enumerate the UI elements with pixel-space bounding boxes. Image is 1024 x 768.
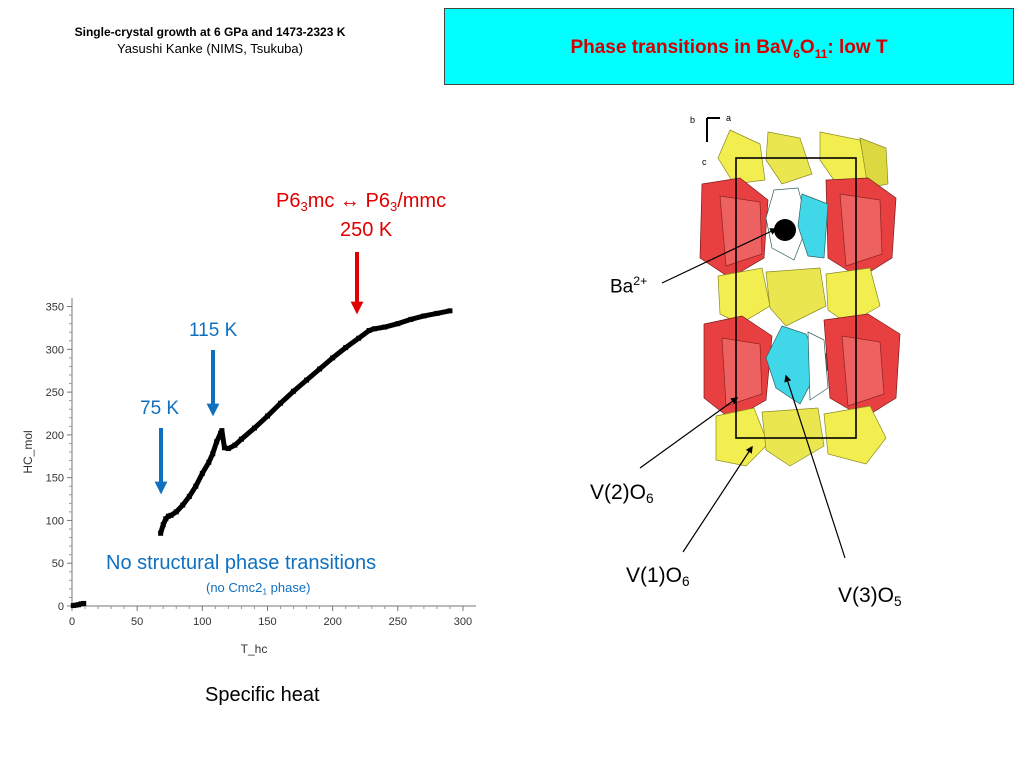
crystal-structure: a b c	[690, 113, 901, 467]
x-tick-label: 200	[323, 616, 341, 628]
data-point	[173, 509, 179, 515]
data-point	[81, 600, 87, 606]
title-box: Phase transitions in BaV6O11: low T	[444, 8, 1014, 85]
slide-title: Phase transitions in BaV6O11: low T	[570, 37, 888, 61]
data-point	[447, 308, 453, 314]
ba-ion	[774, 219, 796, 241]
label-250k: 250 K	[340, 219, 393, 241]
axis-a-label: a	[726, 113, 731, 123]
data-point	[210, 451, 216, 457]
axis-c-label: c	[702, 157, 707, 167]
label-transition: P63mc ↔ P63/mmc	[276, 190, 447, 214]
data-point	[70, 603, 76, 609]
label-115k: 115 K	[189, 320, 238, 341]
axis-indicator	[706, 117, 720, 142]
data-point	[251, 425, 257, 431]
x-tick-label: 150	[258, 616, 276, 628]
y-tick-label: 200	[46, 430, 64, 442]
x-tick-label: 250	[389, 616, 407, 628]
author-line: Yasushi Kanke (NIMS, Tsukuba)	[117, 41, 303, 56]
no-transition-note: No structural phase transitions	[106, 552, 377, 574]
v3o5-label: V(3)O5	[838, 584, 902, 610]
x-tick-label: 100	[193, 616, 211, 628]
label-75k: 75 K	[140, 398, 180, 419]
x-tick-label: 50	[131, 616, 143, 628]
x-tick-label: 0	[69, 616, 75, 628]
data-segment	[219, 430, 227, 449]
v1-octahedra-bottom	[715, 405, 887, 467]
v3-bipyramids-upper	[765, 187, 829, 261]
axis-b-label: b	[690, 115, 695, 125]
y-tick-label: 150	[46, 473, 64, 485]
specific-heat-chart: 0 50 100 150 200 250 300 0 50 100 150 200 250 300 350 T…	[21, 298, 476, 656]
ba-label: Ba2+	[610, 274, 648, 298]
v1o6-label: V(1)O6	[626, 564, 690, 590]
y-tick-label: 300	[46, 344, 64, 356]
y-tick-label: 0	[58, 601, 64, 613]
data-point	[278, 400, 284, 406]
v2o6-label: V(2)O6	[590, 481, 654, 507]
y-tick-label: 250	[46, 387, 64, 399]
data-point	[421, 313, 427, 319]
y-axis-label: HC_mol	[21, 430, 35, 473]
x-axis-label: T_hc	[241, 642, 268, 656]
chart-caption: Specific heat	[205, 684, 320, 706]
x-tick-label: 300	[454, 616, 472, 628]
data-point	[165, 513, 171, 519]
v3-bipyramids-lower	[765, 325, 829, 405]
data-point	[238, 436, 244, 442]
data-point	[382, 324, 388, 330]
data-point	[356, 335, 362, 341]
y-tick-label: 100	[46, 515, 64, 527]
growth-conditions: Single-crystal growth at 6 GPa and 1473-…	[74, 25, 346, 39]
chart-plot-area: 0 50 100 150 200 250 300 0 50 100 150 200 250 300 350 T…	[21, 298, 476, 656]
y-tick-label: 50	[52, 558, 64, 570]
no-cmc21-note: (no Cmc21 phase)	[206, 580, 311, 597]
y-tick-label: 350	[46, 302, 64, 314]
header-info: Single-crystal growth at 6 GPa and 1473-…	[10, 24, 410, 57]
